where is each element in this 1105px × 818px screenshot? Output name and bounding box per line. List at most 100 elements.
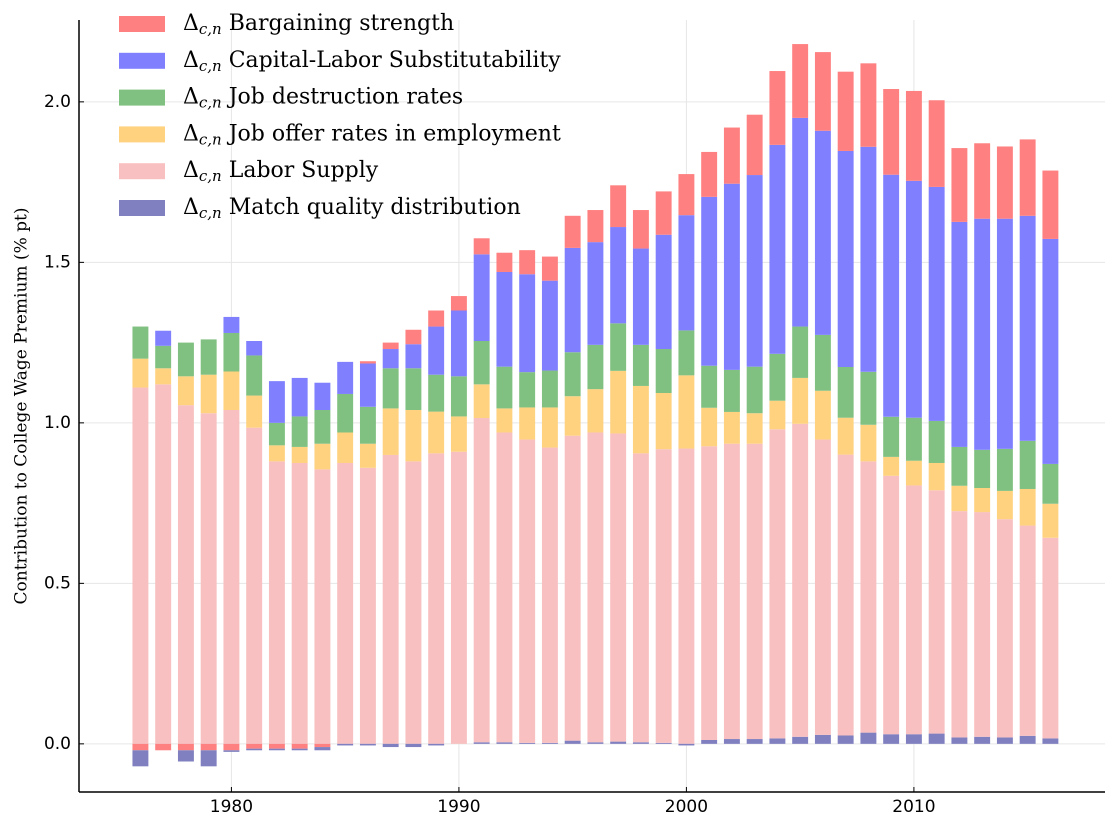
bar-segment [1042, 738, 1059, 744]
bar-segment [541, 280, 558, 371]
bar-segment [223, 316, 240, 333]
bar-segment [496, 742, 513, 744]
bar-segment [837, 150, 854, 367]
bar-segment [314, 382, 331, 411]
bar-segment [223, 743, 240, 751]
bar-segment [405, 461, 422, 744]
bar-segment [268, 381, 285, 423]
bar-segment [996, 218, 1013, 449]
bar-segment [951, 511, 968, 738]
bar-segment [405, 410, 422, 462]
bar-segment [905, 90, 922, 181]
bar-segment [314, 410, 331, 444]
bar-segment [860, 424, 877, 462]
legend-swatch [119, 89, 165, 106]
bar-segment [519, 407, 536, 440]
bar-segment [792, 326, 809, 378]
bar-segment [1042, 463, 1059, 504]
bar-segment [382, 454, 399, 744]
bar-segment [860, 63, 877, 147]
bar-segment [359, 406, 376, 444]
bar-segment [177, 743, 194, 751]
bar-segment [541, 742, 558, 744]
bar-segment [996, 448, 1013, 491]
bar-segment [1042, 503, 1059, 538]
bar-segment [769, 71, 786, 145]
bar-segment [450, 451, 467, 744]
x-tick-label: 1990 [437, 797, 480, 817]
bar-segment [587, 742, 604, 744]
bar-segment [132, 387, 149, 744]
bar-segment [587, 344, 604, 390]
bar-segment [246, 340, 263, 356]
bar-segment [723, 443, 740, 740]
legend-swatch [119, 16, 165, 32]
bar-segment [291, 462, 308, 744]
bar-segment [974, 143, 991, 219]
bar-segment [177, 376, 194, 406]
bar-segment [359, 443, 376, 468]
bar-segment [246, 748, 263, 751]
bar-segment [655, 234, 672, 350]
bar-segment [792, 423, 809, 737]
bar-segment [473, 238, 490, 255]
bar-segment [723, 369, 740, 412]
bar-segment [723, 739, 740, 744]
bar-segment [564, 740, 581, 744]
bar-segment [132, 326, 149, 359]
bar-segment [974, 449, 991, 489]
bar-segment [428, 326, 445, 375]
bar-segment [610, 370, 627, 434]
bar-segment [246, 395, 263, 428]
bar-segment [473, 384, 490, 419]
bar-segment [314, 743, 331, 748]
legend-swatch [119, 52, 165, 69]
bar-segment [951, 148, 968, 222]
bar-segment [177, 342, 194, 377]
bar-segment [769, 400, 786, 430]
bar-segment [678, 448, 695, 744]
bar-segment [268, 422, 285, 446]
bar-segment [701, 151, 718, 197]
bar-segment [996, 519, 1013, 738]
bar-segment [769, 738, 786, 744]
bar-segment [473, 254, 490, 341]
bar-segment [382, 342, 399, 350]
legend-label: Δc,n Job offer rates in employment [183, 121, 561, 148]
bar-segment [769, 144, 786, 354]
bar-segment [200, 743, 217, 751]
legend-label: Δc,n Bargaining strength [183, 11, 454, 38]
bar-segment [860, 461, 877, 733]
bar-segment [701, 196, 718, 366]
bar-segment [564, 247, 581, 353]
bar-segment [746, 366, 763, 414]
bar-segment [996, 490, 1013, 520]
bar-segment [405, 344, 422, 369]
bar-segment [746, 443, 763, 740]
bar-segment [223, 410, 240, 744]
bar-segment [1019, 525, 1036, 736]
y-tick-label: 1.5 [44, 252, 71, 272]
bar-segment [746, 739, 763, 744]
bar-segment [314, 747, 331, 751]
bar-segment [974, 736, 991, 744]
bar-segment [246, 743, 263, 749]
bar-segment [132, 750, 149, 767]
bar-segment [268, 461, 285, 744]
bar-segment [814, 439, 831, 735]
bar-segment [359, 361, 376, 364]
x-tick-label: 2000 [665, 797, 708, 817]
bar-segment [1019, 488, 1036, 526]
bar-segment [428, 453, 445, 744]
bar-segment [382, 368, 399, 409]
bar-segment [496, 366, 513, 409]
bar-segment [132, 743, 149, 751]
bar-segment [200, 339, 217, 375]
bar-segment [473, 742, 490, 744]
bar-segment [200, 750, 217, 767]
bar-segment [450, 296, 467, 311]
bar-segment [883, 416, 900, 457]
bar-segment [1019, 440, 1036, 489]
bar-segment [655, 349, 672, 393]
